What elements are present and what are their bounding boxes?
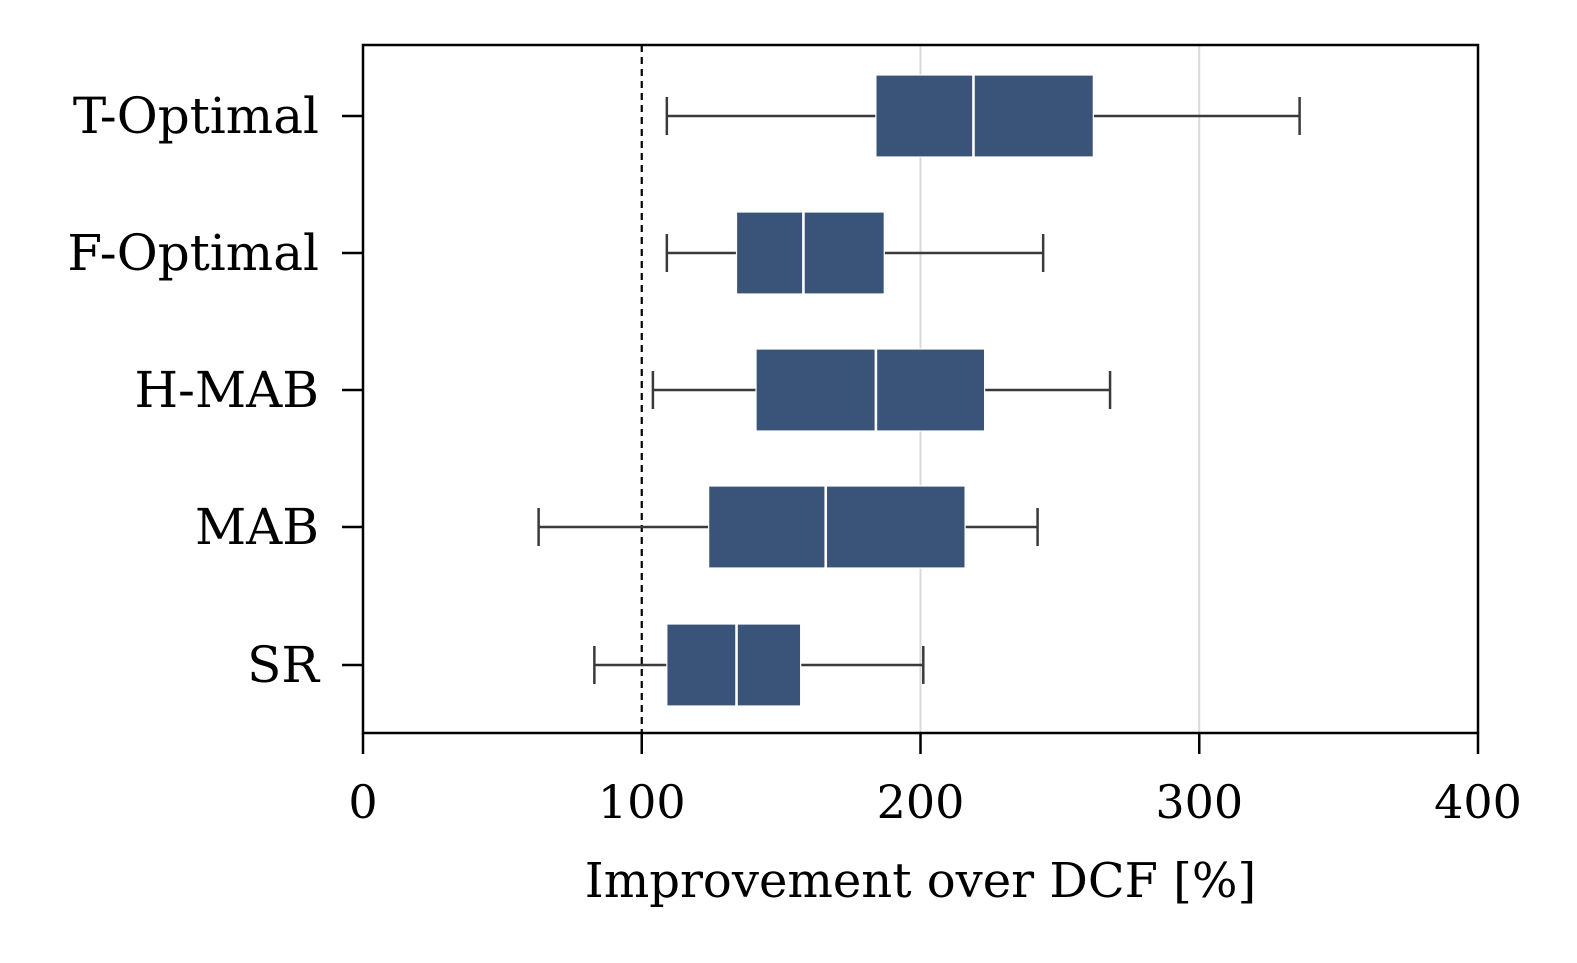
x-tick-label-0: 0: [348, 775, 377, 829]
x-tick-label-100: 100: [598, 775, 686, 829]
iqr-box-sr: [666, 623, 802, 707]
boxes-group: [537, 74, 1301, 707]
category-label-t-optimal: T-Optimal: [73, 87, 319, 145]
category-label-mab: MAB: [195, 498, 319, 556]
box-t-optimal: [665, 74, 1301, 158]
category-label-f-optimal: F-Optimal: [67, 224, 319, 282]
iqr-box-f-optimal: [735, 211, 885, 295]
category-label-h-mab: H-MAB: [134, 361, 319, 419]
box-sr: [593, 623, 925, 707]
x-axis: 0 100 200 300 400: [348, 733, 1522, 829]
x-tick-label-400: 400: [1434, 775, 1522, 829]
box-f-optimal: [665, 211, 1045, 295]
x-axis-title: Improvement over DCF [%]: [585, 853, 1256, 909]
iqr-box-t-optimal: [875, 74, 1094, 158]
y-axis: T-Optimal F-Optimal H-MAB MAB SR: [67, 87, 363, 694]
category-label-sr: SR: [247, 636, 320, 694]
iqr-box-h-mab: [755, 348, 986, 432]
x-tick-label-300: 300: [1155, 775, 1243, 829]
iqr-box-mab: [708, 485, 966, 569]
x-tick-label-200: 200: [877, 775, 965, 829]
box-mab: [537, 485, 1039, 569]
box-h-mab: [651, 348, 1112, 432]
